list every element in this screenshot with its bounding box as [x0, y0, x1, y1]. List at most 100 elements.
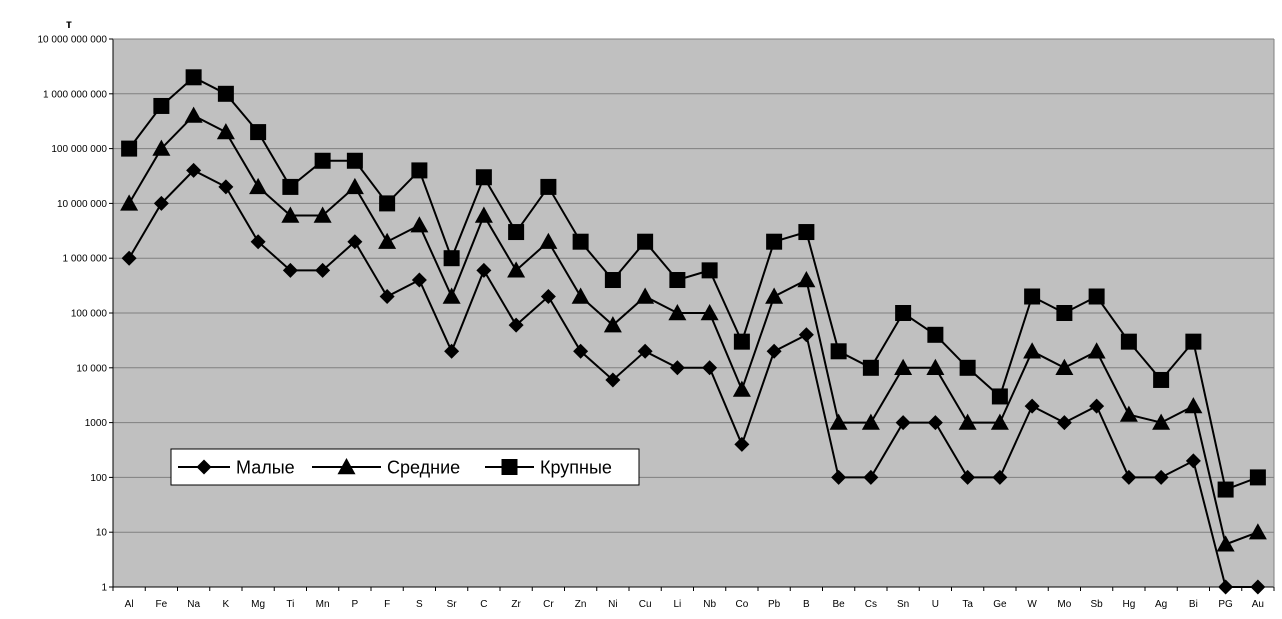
- x-tick-label: Hg: [1122, 599, 1135, 610]
- data-point-triangle: [507, 261, 526, 278]
- data-point-triangle: [1119, 405, 1138, 422]
- x-tick-label: Al: [125, 599, 134, 610]
- data-point-diamond: [315, 262, 331, 278]
- legend-marker-diamond: [196, 459, 212, 475]
- data-point-square: [1185, 333, 1202, 350]
- data-point-diamond: [798, 327, 814, 343]
- series-markers: [120, 69, 1267, 595]
- data-point-triangle: [184, 106, 203, 123]
- data-point-diamond: [992, 469, 1008, 485]
- legend-marker-square: [501, 459, 518, 475]
- x-tick-label: B: [803, 599, 810, 610]
- x-tick-label: W: [1027, 599, 1037, 610]
- data-point-triangle: [120, 194, 139, 211]
- x-tick-label: Nb: [703, 599, 716, 610]
- x-tick-label: Pb: [768, 599, 781, 610]
- data-point-triangle: [603, 316, 622, 333]
- data-point-diamond: [1056, 415, 1072, 431]
- y-tick-label: 10 000 000 000: [37, 35, 107, 46]
- y-tick-label: 100 000: [71, 309, 108, 320]
- x-tick-label: Fe: [156, 599, 168, 610]
- x-tick-label: PG: [1218, 599, 1233, 610]
- x-tick-label: Ti: [286, 599, 294, 610]
- data-point-square: [250, 124, 267, 141]
- x-tick-label: U: [932, 599, 939, 610]
- y-tick-label: 100: [90, 473, 107, 484]
- data-point-triangle: [1023, 342, 1042, 359]
- data-point-triangle: [313, 206, 332, 223]
- data-point-square: [314, 152, 331, 169]
- data-point-square: [959, 359, 976, 376]
- data-point-square: [572, 233, 589, 250]
- data-point-diamond: [637, 343, 653, 359]
- x-tick-label: Sn: [897, 599, 909, 610]
- data-point-diamond: [444, 343, 460, 359]
- data-point-square: [766, 233, 783, 250]
- legend-box: [170, 448, 640, 486]
- x-tick-label: K: [223, 599, 230, 610]
- data-point-diamond: [895, 415, 911, 431]
- data-point-diamond: [282, 262, 298, 278]
- legend-label: Крупные: [540, 458, 612, 478]
- data-point-diamond: [927, 415, 943, 431]
- x-tick-label: Be: [833, 599, 846, 610]
- data-point-square: [830, 343, 847, 360]
- legend-marker-triangle: [337, 458, 356, 475]
- data-point-square: [1056, 305, 1073, 321]
- data-point-diamond: [1153, 469, 1169, 485]
- data-point-triangle: [410, 216, 429, 233]
- y-tick-label: 1000: [85, 418, 108, 429]
- data-point-diamond: [1089, 398, 1105, 414]
- legend: Малые Средние Крупные: [170, 448, 640, 486]
- data-point-triangle: [474, 206, 493, 223]
- y-tick-label: 10 000: [76, 363, 107, 374]
- data-point-square: [1024, 288, 1041, 305]
- y-tick-label: 10 000 000: [57, 199, 107, 210]
- data-point-square: [701, 262, 718, 279]
- data-point-triangle: [571, 287, 590, 304]
- y-tick-label: 10: [96, 528, 108, 539]
- data-point-triangle: [700, 304, 719, 321]
- data-point-square: [798, 224, 815, 241]
- data-point-square: [637, 233, 654, 250]
- data-point-triangle: [345, 177, 364, 195]
- data-point-diamond: [863, 469, 879, 485]
- data-point-diamond: [573, 343, 589, 359]
- data-point-square: [733, 333, 750, 350]
- y-tick-labels: 1 10 100 1000 10 000 100 000 1 000 000 10 000 0…: [37, 35, 107, 594]
- y-tick-label: 1: [101, 583, 107, 594]
- x-tick-label: Co: [735, 599, 748, 610]
- data-point-triangle: [636, 287, 655, 304]
- x-tick-label: Ta: [962, 599, 973, 610]
- x-tick-label: Cs: [865, 599, 877, 610]
- data-point-square: [411, 162, 428, 179]
- data-point-square: [540, 178, 557, 195]
- data-point-square: [443, 250, 460, 267]
- data-point-diamond: [766, 343, 782, 359]
- legend-label: Малые: [236, 458, 295, 478]
- data-point-triangle: [894, 358, 913, 375]
- x-tick-label: Sb: [1091, 599, 1104, 610]
- data-point-triangle: [249, 177, 268, 195]
- data-point-square: [669, 272, 686, 289]
- data-point-square: [217, 85, 234, 102]
- data-point-square: [927, 326, 944, 343]
- data-point-triangle: [216, 123, 235, 140]
- data-point-triangle: [958, 413, 977, 430]
- data-point-diamond: [1185, 453, 1201, 469]
- data-point-square: [508, 224, 525, 241]
- data-point-triangle: [1184, 397, 1203, 414]
- legend-label: Средние: [387, 458, 460, 478]
- data-point-triangle: [1152, 413, 1171, 430]
- data-point-triangle: [829, 413, 848, 430]
- data-point-diamond: [153, 195, 169, 211]
- data-point-diamond: [476, 262, 492, 278]
- data-point-diamond: [1121, 469, 1137, 485]
- x-tick-label: Mg: [251, 599, 265, 610]
- data-point-square: [153, 97, 170, 114]
- series-line-triangle: [128, 114, 1259, 546]
- data-point-diamond: [1024, 398, 1040, 414]
- data-point-triangle: [765, 287, 784, 304]
